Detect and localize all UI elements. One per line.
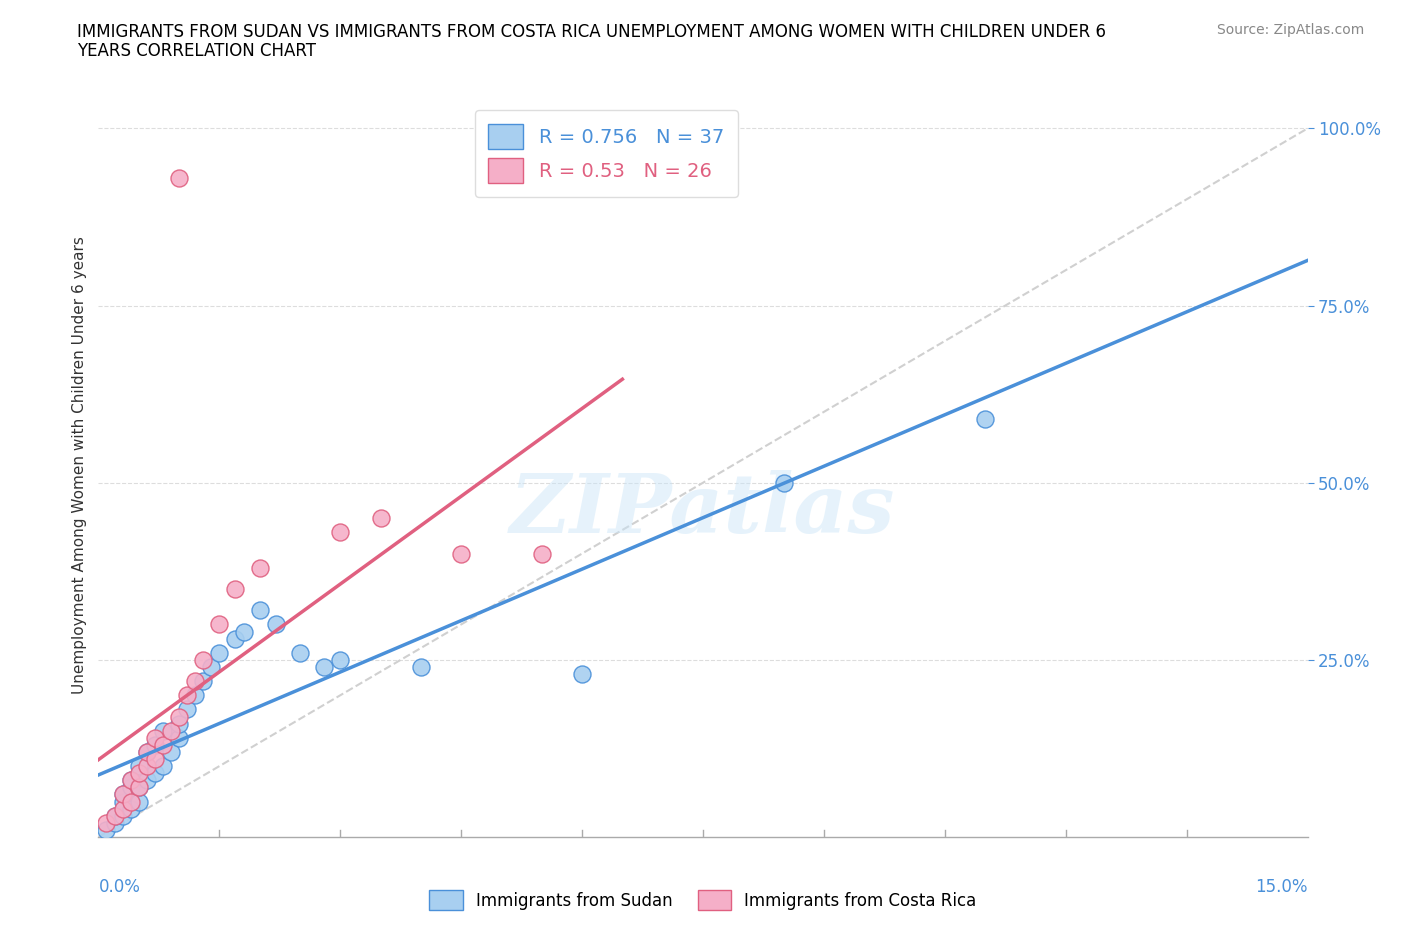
Text: YEARS CORRELATION CHART: YEARS CORRELATION CHART [77,42,316,60]
Text: IMMIGRANTS FROM SUDAN VS IMMIGRANTS FROM COSTA RICA UNEMPLOYMENT AMONG WOMEN WIT: IMMIGRANTS FROM SUDAN VS IMMIGRANTS FROM… [77,23,1107,41]
Point [167,730,190,745]
Legend: R = 0.756   N = 37, R = 0.53   N = 26: R = 0.756 N = 37, R = 0.53 N = 26 [475,110,738,197]
Point [152,724,174,738]
Point [128,780,150,795]
Point [264,617,287,631]
Point [143,751,166,766]
Point [232,624,254,639]
Point [135,745,157,760]
Point [329,653,352,668]
Point [160,745,183,760]
Point [96,816,118,830]
Point [120,802,142,817]
Point [530,546,553,561]
Point [120,794,142,809]
Text: 0.0%: 0.0% [98,878,141,896]
Point [288,645,311,660]
Point [111,787,134,802]
Point [249,560,271,575]
Text: ZIPatlas: ZIPatlas [510,470,896,550]
Point [135,759,157,774]
Point [167,170,190,185]
Point [111,808,134,823]
Point [111,787,134,802]
Point [120,773,142,788]
Point [128,780,150,795]
Point [450,546,472,561]
Point [128,765,150,780]
Point [103,808,125,823]
Point [370,511,392,525]
Point [176,702,198,717]
Point [128,759,150,774]
Point [152,737,174,752]
Y-axis label: Unemployment Among Women with Children Under 6 years: Unemployment Among Women with Children U… [72,236,87,694]
Legend: Immigrants from Sudan, Immigrants from Costa Rica: Immigrants from Sudan, Immigrants from C… [423,884,983,917]
Point [143,730,166,745]
Point [329,525,352,539]
Text: 15.0%: 15.0% [1256,878,1308,896]
Point [200,659,222,674]
Point [143,737,166,752]
Point [184,688,207,703]
Point [974,411,997,426]
Point [314,659,336,674]
Point [772,475,794,490]
Text: Source: ZipAtlas.com: Source: ZipAtlas.com [1216,23,1364,37]
Point [167,716,190,731]
Point [103,816,125,830]
Point [111,802,134,817]
Point [193,653,215,668]
Point [193,673,215,688]
Point [152,759,174,774]
Point [571,667,593,682]
Point [224,631,246,646]
Point [120,773,142,788]
Point [167,709,190,724]
Point [160,724,183,738]
Point [135,773,157,788]
Point [176,688,198,703]
Point [120,780,142,795]
Point [249,603,271,618]
Point [224,581,246,596]
Point [128,794,150,809]
Point [103,808,125,823]
Point [143,765,166,780]
Point [208,645,231,660]
Point [409,659,432,674]
Point [135,745,157,760]
Point [96,822,118,837]
Point [208,617,231,631]
Point [184,673,207,688]
Point [111,794,134,809]
